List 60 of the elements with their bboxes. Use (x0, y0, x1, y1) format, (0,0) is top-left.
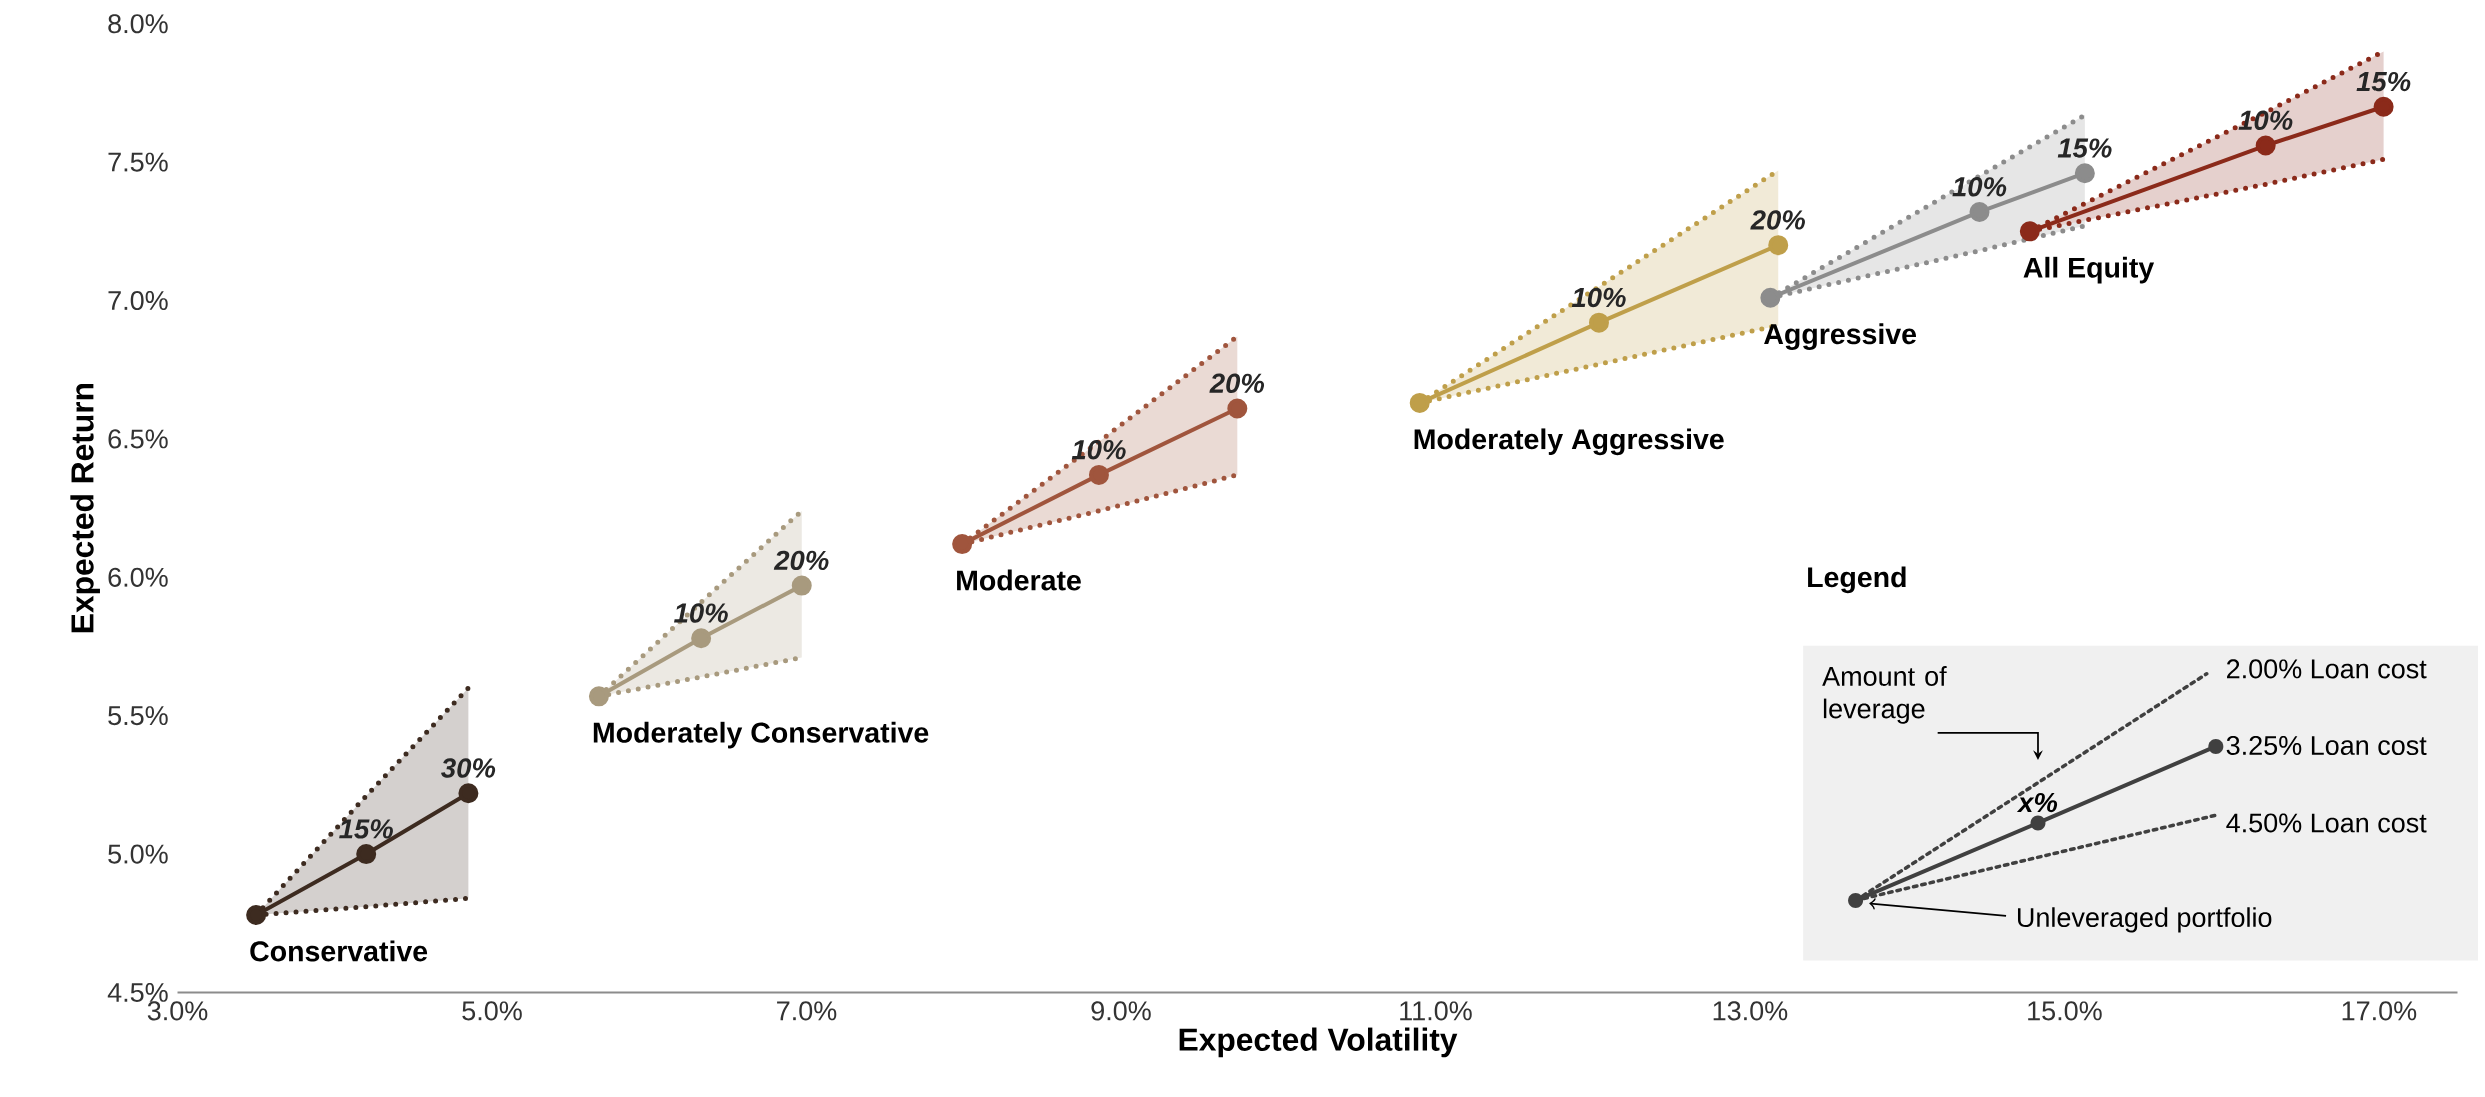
point (1760, 287, 1781, 308)
series-label: Moderately Conservative (593, 721, 929, 749)
annotation: Amount of leverage (1822, 666, 1947, 724)
point (246, 904, 267, 925)
x-tick-label: 17.0% (2342, 1001, 2417, 1021)
series-label: All Equity (2023, 256, 2155, 284)
series-label: Moderately Aggressive (1414, 428, 1724, 456)
annotation: 15% (339, 819, 393, 839)
annotation: 10% (674, 603, 728, 623)
x-axis-title: Expected Volatility (1179, 1027, 1458, 1058)
point (458, 783, 479, 804)
y-tick-label: 5.5% (108, 706, 168, 726)
point (356, 844, 377, 865)
annotation: 15% (2356, 71, 2411, 92)
x-tick-label: 7.0% (777, 1001, 837, 1021)
y-tick-label: 6.5% (108, 429, 168, 449)
point (2019, 221, 2040, 242)
annotation: 30% (441, 758, 496, 778)
x-tick-label: 9.0% (1091, 1001, 1151, 1021)
x-tick-label: 15.0% (2028, 1001, 2102, 1021)
point (2074, 163, 2095, 184)
y-tick-label: 7.5% (108, 152, 168, 172)
point (1768, 235, 1789, 256)
x-tick-label: 5.0% (462, 1001, 522, 1021)
y-tick-label: 8.0% (108, 14, 168, 34)
y-axis-title: Expected Return (70, 383, 100, 633)
annotation: Legend (1808, 566, 1906, 594)
point (791, 575, 812, 596)
point (1969, 201, 1990, 222)
y-tick-label: 6.0% (108, 567, 168, 587)
x-tick-label: 11.0% (1400, 1001, 1472, 1021)
point (2373, 96, 2394, 117)
point (1227, 398, 1248, 419)
annotation: 20% (1209, 373, 1265, 393)
y-tick-label: 4.5% (107, 982, 168, 1002)
annotation: 10% (1571, 287, 1626, 308)
annotation: 10% (1952, 177, 2007, 197)
annotation: 10% (1071, 439, 1126, 460)
annotation: 15% (2057, 138, 2112, 158)
series-label: Conservative (250, 940, 428, 962)
point (588, 686, 609, 707)
annotation: Unleveraged portfolio (2017, 907, 2272, 933)
series-label: Aggressive (1764, 323, 1917, 350)
annotation: 20% (1750, 210, 1805, 230)
annotation: 3.25% Loan cost (2226, 735, 2427, 756)
series-label: Moderate (957, 569, 1081, 591)
point (1588, 312, 1609, 333)
point (2255, 135, 2276, 156)
annotation: 4.50% Loan cost (2226, 813, 2427, 833)
x-tick-label: 3.0% (147, 1001, 208, 1021)
y-tick-label: 5.0% (108, 844, 168, 864)
y-tick-label: 7.0% (108, 290, 168, 311)
annotation: 20% (773, 550, 829, 571)
annotation: x% (2016, 792, 2058, 813)
x-tick-label: 13.0% (1713, 1001, 1788, 1021)
point (1088, 464, 1109, 485)
point (952, 534, 973, 555)
point (1409, 392, 1430, 413)
point (691, 628, 712, 649)
annotation: 2.00% Loan cost (2227, 659, 2427, 679)
